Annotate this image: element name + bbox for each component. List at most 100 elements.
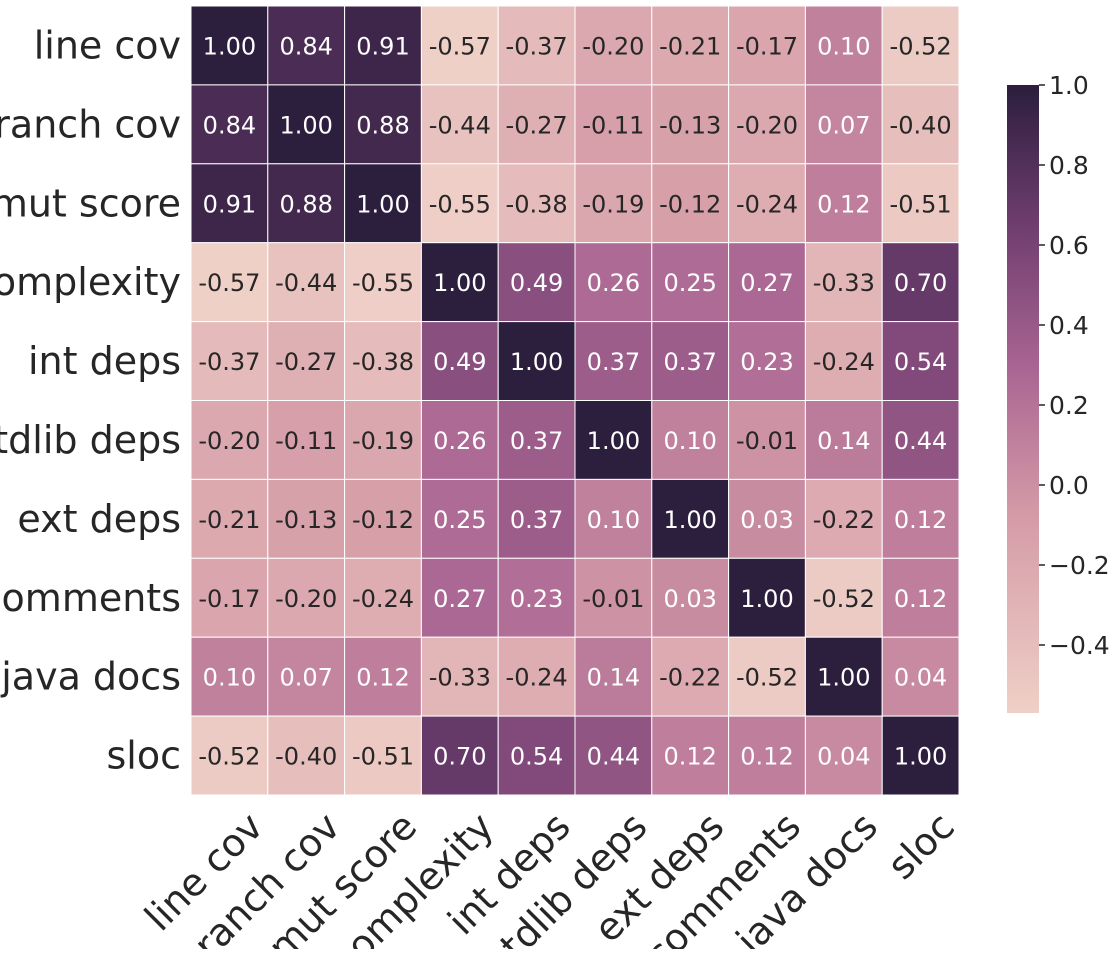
cell-value-label: 0.14 [817, 427, 870, 455]
heatmap-cell [420, 400, 499, 480]
heatmap-cell [881, 715, 960, 796]
cell-value-label: 1.00 [510, 348, 563, 376]
cell-value-label: 1.00 [587, 427, 640, 455]
cell-value-label: -0.22 [813, 506, 875, 534]
heatmap-cell [728, 478, 806, 559]
cell-value-label: 0.12 [663, 743, 716, 771]
cell-value-label: 0.12 [894, 506, 947, 534]
cell-value-label: 0.10 [663, 427, 716, 455]
cell-value-label: -0.12 [352, 506, 414, 534]
heatmap-cell [497, 5, 576, 86]
cell-value-label: 0.12 [894, 585, 947, 613]
colorbar-tick-label: 0.8 [1049, 151, 1089, 180]
cell-value-label: 0.10 [587, 506, 640, 534]
heatmap-cell [728, 321, 806, 402]
heatmap-cell [497, 242, 576, 323]
heatmap-cell [651, 321, 730, 402]
heatmap-cell [420, 478, 499, 559]
heatmap-cell [344, 400, 422, 480]
row-labels: line cov branch cov mut score complexity int… [0, 23, 181, 777]
heatmap-cell [497, 557, 576, 638]
cell-value-label: 1.00 [740, 585, 793, 613]
cell-value-label: 0.23 [510, 585, 563, 613]
cell-value-label: -0.01 [582, 585, 644, 613]
cell-value-label: 1.00 [817, 664, 870, 692]
cell-value-label: -0.13 [659, 111, 721, 139]
row-label: line cov [34, 23, 181, 67]
cell-value-label: -0.22 [659, 664, 721, 692]
cell-value-label: -0.17 [736, 32, 798, 60]
cell-value-label: 0.44 [894, 427, 947, 455]
heatmap-cell [728, 636, 806, 717]
cell-value-label: 0.88 [279, 190, 332, 218]
heatmap-cell [574, 84, 653, 165]
cell-value-label: -0.20 [275, 585, 337, 613]
cell-value-label: 0.70 [894, 269, 947, 297]
cell-value-label: 0.54 [510, 743, 563, 771]
cell-value-label: -0.52 [198, 743, 260, 771]
heatmap-cell [728, 557, 806, 638]
cell-value-label: 0.25 [433, 506, 486, 534]
cell-value-label: 0.25 [663, 269, 716, 297]
cell-value-label: 1.00 [203, 32, 256, 60]
cell-value-label: -0.24 [506, 664, 568, 692]
cell-value-label: 0.12 [740, 743, 793, 771]
cell-value-label: 0.91 [203, 190, 256, 218]
heatmap-cell [344, 715, 422, 796]
cell-value-label: 0.26 [587, 269, 640, 297]
heatmap-cell [804, 400, 883, 480]
colorbar-tick-label: −0.2 [1049, 551, 1110, 580]
cell-value-label: 0.54 [894, 348, 947, 376]
cell-value-label: 0.88 [356, 111, 409, 139]
cell-value-label: -0.17 [198, 585, 260, 613]
heatmap-cells [190, 5, 960, 796]
cell-value-label: 1.00 [356, 190, 409, 218]
heatmap-cell [728, 715, 806, 796]
heatmap-cell [728, 242, 806, 323]
heatmap-cell [267, 557, 346, 638]
heatmap-cell [804, 557, 883, 638]
cell-value-label: 0.44 [587, 743, 640, 771]
cell-value-label: 0.27 [433, 585, 486, 613]
heatmap-cell [804, 478, 883, 559]
cell-value-label: 1.00 [433, 269, 486, 297]
cell-value-label: 0.12 [817, 190, 870, 218]
heatmap-cell [728, 5, 806, 86]
heatmap-cell [267, 636, 346, 717]
colorbar-tick-label: 0.4 [1049, 311, 1089, 340]
cell-value-label: -0.21 [198, 506, 260, 534]
heatmap-cell [804, 84, 883, 165]
heatmap-cell [190, 5, 269, 86]
heatmap-cell [881, 636, 960, 717]
colorbar-tick-label: 0.2 [1049, 391, 1089, 420]
cell-value-label: 0.84 [203, 111, 256, 139]
cell-value-label: -0.13 [275, 506, 337, 534]
heatmap-cell [574, 557, 653, 638]
cell-value-label: 0.37 [587, 348, 640, 376]
cell-value-label: -0.27 [275, 348, 337, 376]
cell-value-label: 0.37 [510, 506, 563, 534]
cell-value-label: -0.20 [582, 32, 644, 60]
cell-value-label: 0.04 [817, 743, 870, 771]
cell-value-label: -0.52 [813, 585, 875, 613]
cell-value-label: -0.33 [429, 664, 491, 692]
cell-value-label: -0.57 [429, 32, 491, 60]
heatmap-cell [651, 715, 730, 796]
colorbar-tick-label: 1.0 [1049, 71, 1089, 100]
column-label: sloc [879, 804, 963, 888]
heatmap-cell [344, 321, 422, 402]
cell-value-label: 0.84 [279, 32, 332, 60]
heatmap-cell [420, 84, 499, 165]
cell-value-label: -0.52 [736, 664, 798, 692]
cell-value-label: 0.07 [817, 111, 870, 139]
heatmap-cell [344, 84, 422, 165]
row-label: java docs [0, 655, 181, 699]
cell-value-label: -0.51 [352, 743, 414, 771]
heatmap-cell [881, 478, 960, 559]
cell-value-label: 1.00 [894, 743, 947, 771]
heatmap-cell [344, 636, 422, 717]
row-label: sloc [107, 734, 182, 778]
heatmap-cell [651, 242, 730, 323]
